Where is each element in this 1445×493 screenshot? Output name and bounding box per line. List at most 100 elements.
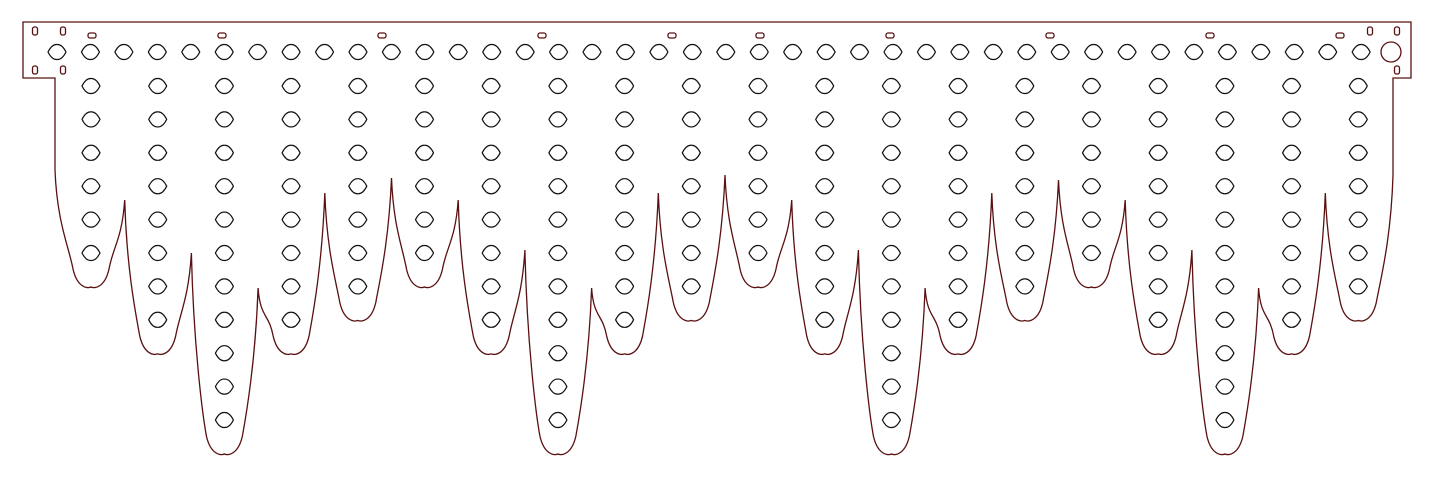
hole [281, 244, 301, 262]
hole [1050, 43, 1070, 61]
hole [681, 278, 701, 295]
hole [214, 178, 235, 195]
hole [681, 77, 701, 95]
hole [481, 278, 501, 295]
hole [81, 211, 101, 228]
hole [247, 43, 268, 61]
hole [1281, 111, 1302, 128]
hole [916, 43, 937, 61]
hole [348, 77, 368, 95]
hole [1150, 43, 1171, 61]
hole [881, 378, 902, 395]
hole [548, 411, 568, 429]
hole [348, 111, 368, 128]
hole [783, 43, 803, 61]
hole [1284, 43, 1304, 61]
hole [214, 43, 234, 61]
hole [849, 43, 870, 61]
hole [1081, 144, 1102, 161]
hole [748, 211, 768, 228]
hole [1348, 178, 1368, 195]
hole [1148, 244, 1168, 262]
hole [47, 43, 67, 61]
hole [883, 43, 903, 61]
hole [1015, 144, 1035, 161]
hole [881, 345, 902, 362]
hole [1215, 411, 1235, 429]
hole [181, 43, 201, 61]
hole [281, 111, 301, 128]
hole [1215, 311, 1235, 328]
hole [948, 311, 968, 328]
hole [948, 244, 968, 262]
hole [748, 144, 768, 161]
hole [281, 144, 301, 161]
hole [881, 311, 902, 328]
hole [548, 244, 568, 262]
hole [548, 311, 568, 328]
hole [614, 144, 635, 161]
hole [1351, 43, 1371, 61]
outline-layer [22, 21, 1412, 456]
pin-hole [1366, 26, 1374, 36]
hole [548, 43, 569, 61]
hole [1081, 244, 1102, 262]
slot [1205, 32, 1215, 39]
hole [615, 43, 636, 61]
hole [548, 345, 568, 362]
hole [448, 43, 468, 61]
pin-hole [59, 65, 67, 75]
hole [515, 43, 535, 61]
hole [948, 178, 968, 195]
hole [214, 144, 235, 161]
hole [815, 144, 835, 161]
hole [950, 43, 970, 61]
mount-hole [1380, 41, 1402, 63]
hole [1015, 211, 1035, 228]
hole [481, 178, 501, 195]
hole [281, 311, 301, 328]
hole [748, 111, 768, 128]
hole [681, 211, 701, 228]
hole [481, 244, 501, 262]
hole [1348, 211, 1368, 228]
pin-hole [1393, 26, 1401, 36]
hole [582, 43, 602, 61]
hole [881, 77, 902, 95]
hole [1281, 178, 1302, 195]
hole [214, 244, 235, 262]
hole [881, 278, 902, 295]
hole [482, 43, 502, 61]
pin-hole [31, 65, 39, 75]
hole [214, 111, 235, 128]
hole [1148, 211, 1168, 228]
hole [1015, 111, 1035, 128]
hole [548, 178, 568, 195]
hole [348, 178, 368, 195]
hole [614, 178, 635, 195]
hole [1348, 77, 1368, 95]
hole [214, 311, 235, 328]
hole [614, 244, 635, 262]
hole [214, 345, 235, 362]
hole [148, 278, 168, 295]
hole [414, 144, 435, 161]
hole [1148, 77, 1168, 95]
hole [81, 244, 101, 262]
hole [1184, 43, 1204, 61]
hole [681, 178, 701, 195]
hole [748, 77, 768, 95]
hole [281, 278, 301, 295]
hole [815, 278, 835, 295]
hole [1215, 211, 1235, 228]
hole [1081, 211, 1102, 228]
hole [281, 178, 301, 195]
hole [481, 111, 501, 128]
pin-hole [1393, 65, 1401, 75]
hole [948, 77, 968, 95]
hole [548, 211, 568, 228]
hole [148, 211, 168, 228]
hole [1215, 278, 1235, 295]
hole [1148, 311, 1168, 328]
